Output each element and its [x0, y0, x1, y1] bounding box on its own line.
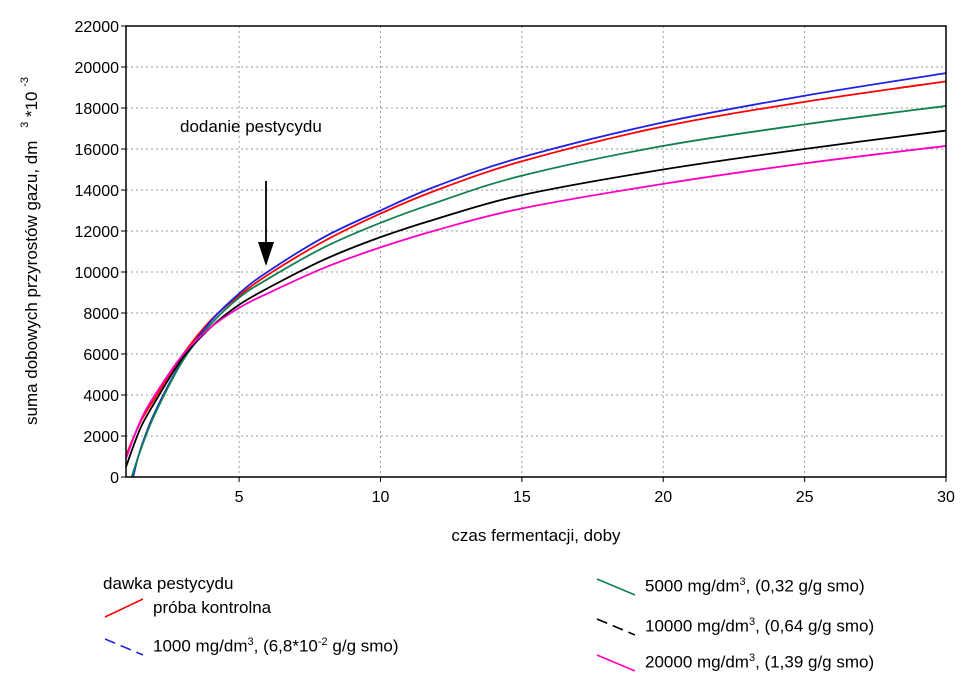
y-axis-title-suffix-sup: -3 — [19, 77, 31, 87]
legend-swatch-green — [595, 575, 636, 597]
series-lines — [125, 72, 947, 478]
legend-title: dawka pestycydu — [103, 574, 234, 593]
y-tick-label: 14000 — [75, 183, 120, 200]
x-tick-label: 10 — [372, 489, 390, 506]
y-tick-label: 0 — [110, 470, 119, 487]
series-line-3 — [125, 129, 947, 468]
legend-swatch-magenta — [595, 651, 636, 673]
plot-area — [126, 26, 946, 477]
x-tick-label: 25 — [796, 489, 814, 506]
y-tick-label: 18000 — [75, 101, 120, 118]
legend-item-control: próba kontrolna — [103, 597, 271, 619]
x-axis: 5 10 15 20 25 30 — [235, 477, 955, 506]
y-tick-label: 6000 — [83, 347, 119, 364]
y-tick-label: 22000 — [75, 19, 120, 36]
legend-label: próba kontrolna — [153, 598, 272, 617]
y-axis-title: suma dobowych przyrostów gazu, dm 3 *10 … — [13, 77, 41, 425]
legend-label: 10000 mg/dm3, (0,64 g/g smo) — [645, 615, 875, 636]
series-line-2 — [130, 105, 947, 478]
series-line-0 — [125, 80, 947, 456]
legend-swatch-red — [103, 597, 144, 619]
legend-label: 20000 mg/dm3, (1,39 g/g smo) — [645, 651, 875, 672]
legend-swatch-blue — [103, 635, 144, 657]
legend-item-1000: 1000 mg/dm3, (6,8*10-2 g/g smo) — [103, 635, 399, 657]
y-axis-title-sup: 3 — [19, 122, 31, 128]
y-tick-label: 10000 — [75, 265, 120, 282]
y-axis-title-suffix: *10 — [22, 91, 41, 117]
legend-item-20000: 20000 mg/dm3, (1,39 g/g smo) — [595, 651, 874, 673]
legend-swatch-black — [595, 615, 636, 637]
series-line-4 — [125, 145, 947, 459]
y-axis: 0 2000 4000 6000 8000 10000 12000 14000 16000 180… — [75, 19, 126, 487]
x-tick-label: 20 — [654, 489, 672, 506]
annotation-text: dodanie pestycydu — [180, 117, 322, 136]
plot-frame — [125, 25, 947, 478]
y-axis-title-main: suma dobowych przyrostów gazu, dm — [22, 141, 41, 425]
x-tick-label: 5 — [235, 489, 244, 506]
x-tick-label: 15 — [513, 489, 531, 506]
legend-label: 5000 mg/dm3, (0,32 g/g smo) — [645, 575, 865, 596]
y-tick-label: 16000 — [75, 142, 120, 159]
legend-item-5000: 5000 mg/dm3, (0,32 g/g smo) — [595, 575, 865, 597]
x-tick-label: 30 — [937, 489, 955, 506]
legend-label: 1000 mg/dm3, (6,8*10-2 g/g smo) — [153, 635, 399, 656]
y-tick-label: 8000 — [83, 306, 119, 323]
annotation-arrow — [258, 181, 274, 266]
y-tick-label: 20000 — [75, 60, 120, 77]
x-axis-title: czas fermentacji, doby — [451, 526, 621, 545]
legend-item-10000: 10000 mg/dm3, (0,64 g/g smo) — [595, 615, 874, 637]
y-tick-label: 2000 — [83, 429, 119, 446]
y-tick-label: 12000 — [75, 224, 120, 241]
y-tick-label: 4000 — [83, 388, 119, 405]
